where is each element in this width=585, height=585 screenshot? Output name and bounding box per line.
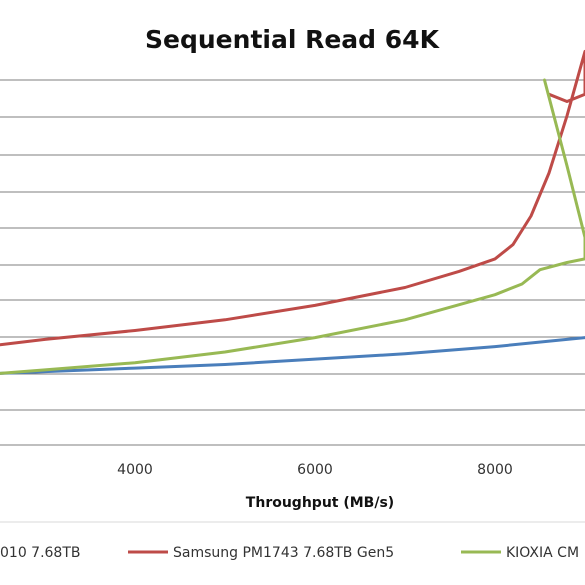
series-line-1: [0, 49, 585, 347]
x-tick-label: 4000: [117, 462, 153, 478]
series-line-0: [0, 336, 585, 375]
legend: 010 7.68TB Samsung PM1743 7.68TB Gen5 KIOX…: [0, 545, 579, 561]
legend-label-1: Samsung PM1743 7.68TB Gen5: [173, 545, 394, 561]
legend-label-0: 010 7.68TB: [0, 545, 81, 561]
series-lines: [0, 49, 585, 375]
x-tick-labels: 4000 6000 8000: [117, 462, 513, 478]
series-line-2: [0, 78, 585, 375]
x-tick-label: 8000: [477, 462, 513, 478]
x-axis-title: Throughput (MB/s): [246, 495, 394, 511]
legend-label-2: KIOXIA CM: [506, 545, 579, 561]
chart-title: Sequential Read 64K: [145, 25, 441, 54]
gridlines: [0, 79, 585, 446]
x-tick-label: 6000: [297, 462, 333, 478]
